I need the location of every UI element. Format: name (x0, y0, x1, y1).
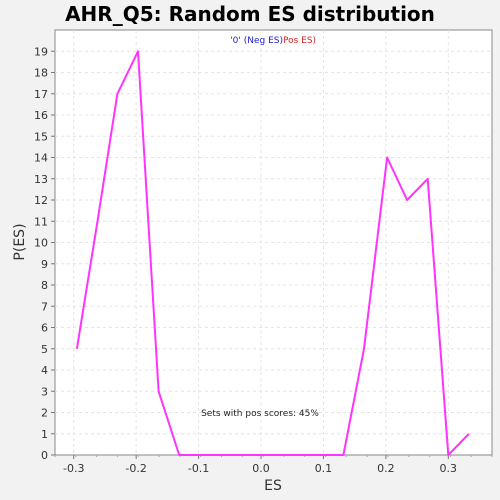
y-tick-label: 11 (34, 215, 48, 228)
y-tick-label: 4 (41, 364, 48, 377)
x-tick-label: 0.2 (377, 462, 395, 475)
y-tick-label: 6 (41, 322, 48, 335)
y-tick-label: 19 (34, 45, 48, 58)
y-tick-label: 18 (34, 67, 48, 80)
y-tick-label: 13 (34, 173, 48, 186)
chart-title: AHR_Q5: Random ES distribution (65, 2, 435, 26)
y-tick-label: 2 (41, 407, 48, 420)
y-tick-label: 15 (34, 130, 48, 143)
y-tick-label: 16 (34, 109, 48, 122)
x-tick-label: 0.0 (252, 462, 270, 475)
x-tick-label: 0.1 (315, 462, 333, 475)
y-tick-label: 0 (41, 449, 48, 462)
y-tick-label: 1 (41, 428, 48, 441)
x-tick-label: 0.3 (440, 462, 458, 475)
legend-neg-label: '0' (Neg ES) (230, 36, 283, 46)
pos-score-annotation: Sets with pos scores: 45% (201, 409, 319, 419)
series-layer (75, 50, 470, 456)
y-tick-label: 8 (41, 279, 48, 292)
y-tick-label: 9 (41, 258, 48, 271)
x-tick-label: -0.2 (125, 462, 146, 475)
y-tick-label: 10 (34, 237, 48, 250)
y-tick-label: 17 (34, 88, 48, 101)
y-tick-label: 12 (34, 194, 48, 207)
x-tick-label: -0.1 (188, 462, 209, 475)
legend-pos-label: Pos ES) (283, 36, 316, 46)
y-tick-label: 7 (41, 300, 48, 313)
y-tick-label: 3 (41, 385, 48, 398)
x-axis-title: ES (264, 478, 282, 494)
y-tick-label: 5 (41, 343, 48, 356)
x-tick-label: -0.3 (63, 462, 84, 475)
y-tick-label: 14 (34, 152, 48, 165)
y-axis-title: P(ES) (12, 223, 28, 260)
grid-layer (55, 30, 492, 455)
series-line (75, 50, 470, 456)
